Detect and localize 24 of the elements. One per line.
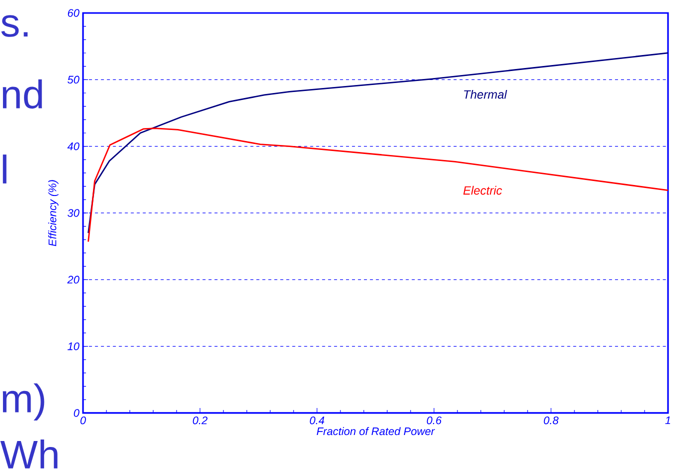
series-label: Electric <box>463 186 502 195</box>
y-tick-label: 50 <box>68 76 80 84</box>
x-tick-label: 0 <box>80 416 86 424</box>
text: m) <box>2 383 44 421</box>
series-label: Thermal <box>464 90 508 99</box>
x-tick-label: 0.8 <box>544 416 559 424</box>
text: nd <box>2 79 42 109</box>
text: Wh <box>0 440 58 468</box>
x-tick-label: 0.2 <box>192 416 208 424</box>
y-tick-label: 40 <box>67 142 80 150</box>
y-tick-label: 10 <box>68 342 80 350</box>
y-tick-label: 30 <box>68 209 80 217</box>
x-tick-label: 0.4 <box>310 416 324 424</box>
x-tick-label: 0.6 <box>426 416 442 424</box>
y-tick-label: 20 <box>67 276 80 284</box>
text: l <box>2 154 6 184</box>
y-axis-title: Efficiency (%) <box>48 180 58 246</box>
text: s. <box>1 15 28 37</box>
x-axis-title: Fraction of Rated Power <box>316 427 435 436</box>
x-tick-label: 1 <box>665 416 670 424</box>
y-tick-label: 0 <box>74 409 80 417</box>
line-series <box>88 52 669 234</box>
line-series <box>88 128 669 242</box>
y-tick-label: 60 <box>68 9 80 17</box>
